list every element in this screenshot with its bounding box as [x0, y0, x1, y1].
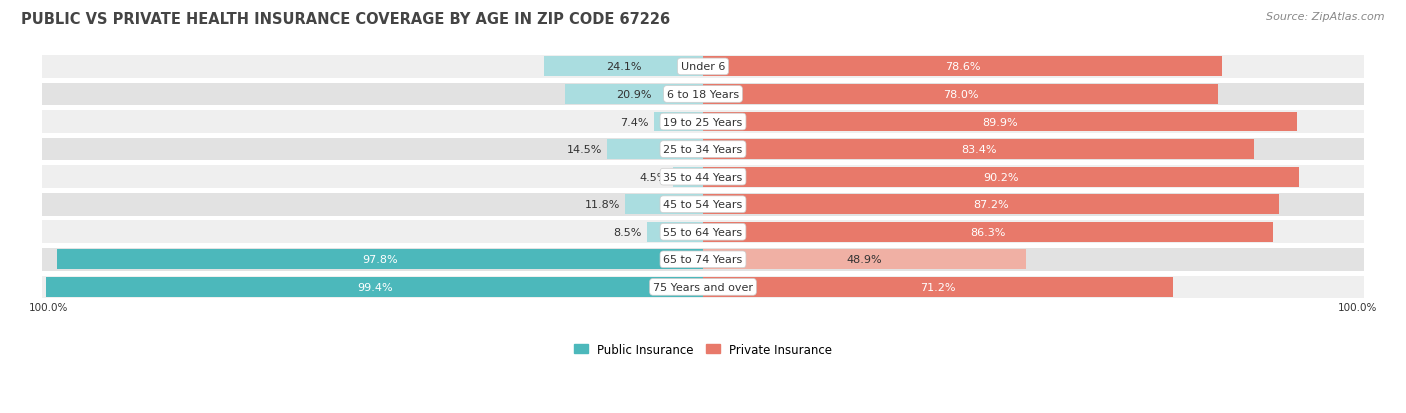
Text: 7.4%: 7.4%	[620, 117, 648, 127]
Text: 100.0%: 100.0%	[1337, 302, 1376, 312]
Text: 83.4%: 83.4%	[960, 145, 997, 155]
Text: 65 to 74 Years: 65 to 74 Years	[664, 255, 742, 265]
Text: 75 Years and over: 75 Years and over	[652, 282, 754, 292]
Legend: Public Insurance, Private Insurance: Public Insurance, Private Insurance	[569, 338, 837, 361]
Bar	[647, 222, 703, 242]
Bar	[42, 249, 1364, 271]
Text: 24.1%: 24.1%	[606, 62, 641, 72]
Text: 45 to 54 Years: 45 to 54 Years	[664, 200, 742, 210]
Bar	[544, 57, 703, 77]
Bar	[42, 83, 1364, 106]
Bar	[42, 138, 1364, 161]
Text: 100.0%: 100.0%	[30, 302, 69, 312]
Text: 25 to 34 Years: 25 to 34 Years	[664, 145, 742, 155]
Text: 90.2%: 90.2%	[983, 172, 1019, 182]
Bar	[703, 222, 1274, 242]
Bar	[654, 112, 703, 132]
Bar	[42, 166, 1364, 188]
Text: 48.9%: 48.9%	[846, 255, 883, 265]
Bar	[42, 276, 1364, 299]
Bar	[703, 85, 1219, 104]
Text: 19 to 25 Years: 19 to 25 Years	[664, 117, 742, 127]
Text: 55 to 64 Years: 55 to 64 Years	[664, 227, 742, 237]
Text: 71.2%: 71.2%	[921, 282, 956, 292]
Text: 35 to 44 Years: 35 to 44 Years	[664, 172, 742, 182]
Text: 20.9%: 20.9%	[616, 90, 652, 100]
Bar	[42, 111, 1364, 133]
Text: 14.5%: 14.5%	[567, 145, 602, 155]
Text: 78.6%: 78.6%	[945, 62, 980, 72]
Text: 99.4%: 99.4%	[357, 282, 392, 292]
Bar	[607, 140, 703, 159]
Bar	[42, 193, 1364, 216]
Bar	[703, 195, 1279, 215]
Bar	[703, 57, 1222, 77]
Bar	[703, 277, 1174, 297]
Text: 11.8%: 11.8%	[585, 200, 620, 210]
Text: 89.9%: 89.9%	[983, 117, 1018, 127]
Bar	[673, 167, 703, 187]
Bar	[703, 250, 1026, 270]
Text: 78.0%: 78.0%	[943, 90, 979, 100]
Text: PUBLIC VS PRIVATE HEALTH INSURANCE COVERAGE BY AGE IN ZIP CODE 67226: PUBLIC VS PRIVATE HEALTH INSURANCE COVER…	[21, 12, 671, 27]
Bar	[703, 140, 1254, 159]
Bar	[46, 277, 703, 297]
Bar	[626, 195, 703, 215]
Bar	[42, 56, 1364, 78]
Text: 8.5%: 8.5%	[613, 227, 641, 237]
Text: 87.2%: 87.2%	[973, 200, 1010, 210]
Bar	[56, 250, 703, 270]
Bar	[703, 112, 1296, 132]
Text: Source: ZipAtlas.com: Source: ZipAtlas.com	[1267, 12, 1385, 22]
Text: 4.5%: 4.5%	[640, 172, 668, 182]
Text: 97.8%: 97.8%	[363, 255, 398, 265]
Bar	[703, 167, 1299, 187]
Bar	[565, 85, 703, 104]
Text: Under 6: Under 6	[681, 62, 725, 72]
Text: 6 to 18 Years: 6 to 18 Years	[666, 90, 740, 100]
Text: 86.3%: 86.3%	[970, 227, 1005, 237]
Bar	[42, 221, 1364, 244]
